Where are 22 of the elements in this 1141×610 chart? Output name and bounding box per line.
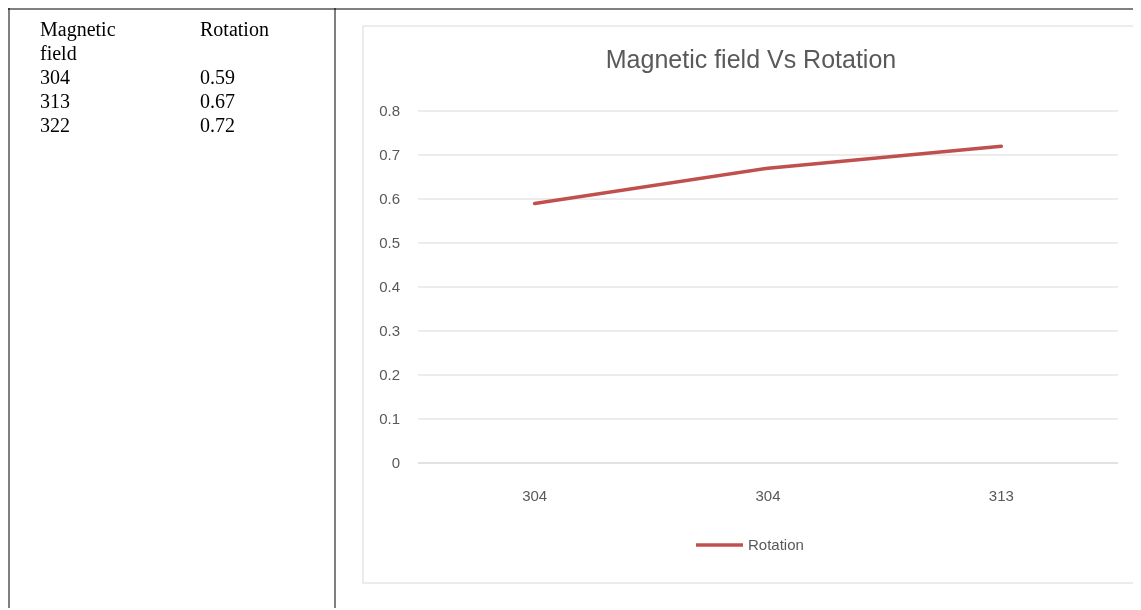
y-tick-label: 0.4 [379, 278, 400, 295]
x-tick-label: 304 [755, 487, 781, 504]
y-tick-label: 0 [391, 454, 400, 471]
y-tick-label: 0.7 [379, 146, 400, 163]
text: 0.59 [200, 66, 235, 88]
chart-title: Magnetic field Vs Rotation [605, 45, 897, 73]
x-tick-label: 313 [988, 487, 1014, 504]
text: 0.72 [200, 114, 235, 136]
text: 313 [40, 90, 70, 112]
text: 322 [40, 114, 70, 136]
y-tick-label: 0.1 [379, 410, 400, 427]
text: Magnetic field [40, 18, 116, 64]
text: 0.67 [200, 90, 235, 112]
text: 304 [40, 66, 70, 88]
x-tick-label: 304 [522, 487, 548, 504]
y-tick-label: 0.6 [379, 190, 400, 207]
y-tick-label: 0.5 [379, 234, 400, 251]
legend-label: Rotation [748, 536, 804, 553]
text: Rotation [200, 18, 269, 40]
y-tick-label: 0.8 [379, 102, 400, 119]
y-tick-label: 0.2 [379, 366, 400, 383]
y-tick-label: 0.3 [379, 322, 400, 339]
